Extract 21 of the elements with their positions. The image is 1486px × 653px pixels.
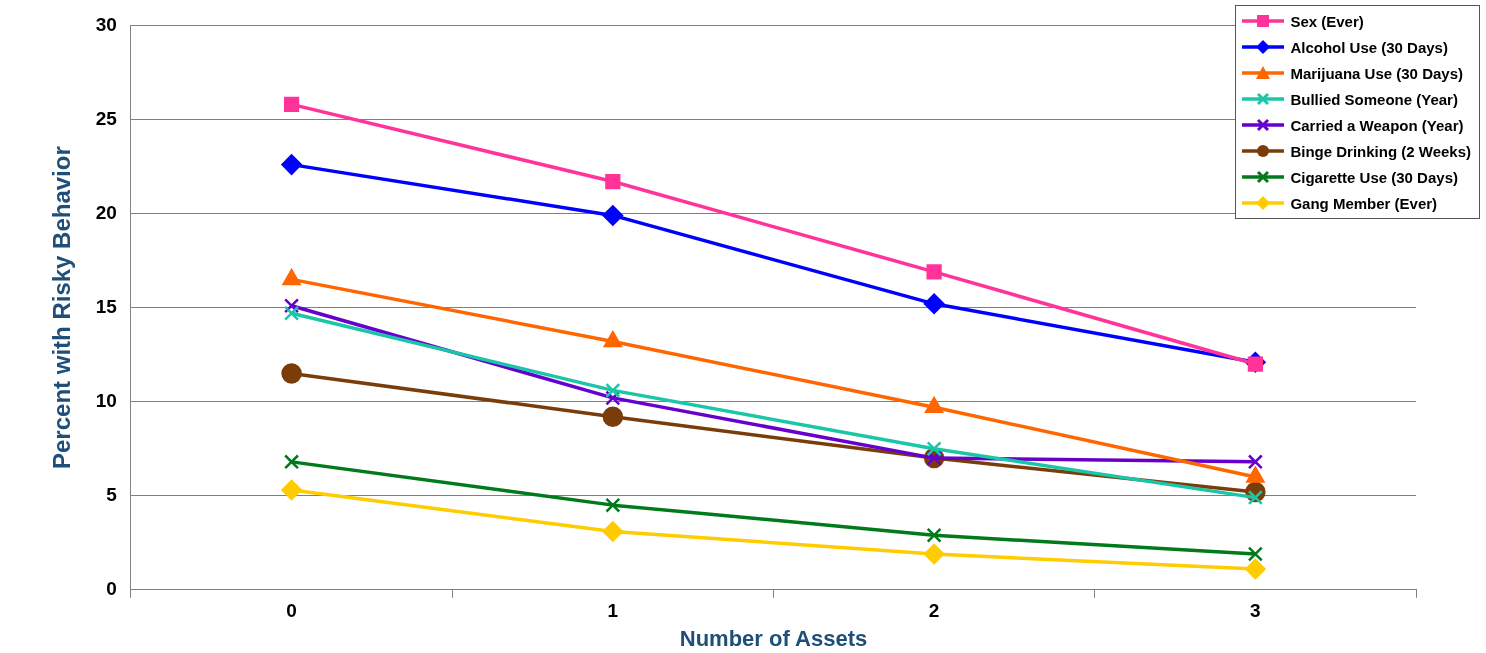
x-tick-label: 3 (1250, 600, 1261, 622)
x-tick-label: 0 (286, 600, 297, 622)
legend-label: Sex (Ever) (1290, 12, 1364, 30)
y-tick-label: 25 (95, 107, 118, 129)
legend-label: Marijuana Use (30 Days) (1290, 64, 1463, 82)
legend-label: Cigarette Use (30 Days) (1290, 168, 1458, 186)
x-tick-label: 1 (607, 600, 619, 622)
y-tick-label: 20 (95, 201, 117, 223)
y-tick-label: 15 (95, 295, 118, 317)
y-tick-label: 30 (95, 13, 117, 35)
legend-label: Gang Member (Ever) (1290, 194, 1438, 212)
x-axis-title: Number of Assets (679, 625, 868, 651)
y-axis-title: Percent with Risky Behavior (48, 146, 76, 469)
legend-label: Alcohol Use (30 Days) (1290, 38, 1448, 56)
y-tick-label: 0 (106, 578, 117, 600)
y-tick-label: 10 (95, 389, 117, 411)
y-tick-label: 5 (106, 483, 118, 505)
legend-label: Bullied Someone (Year) (1290, 90, 1458, 108)
legend-label: Carried a Weapon (Year) (1290, 116, 1464, 134)
x-tick-label: 2 (928, 600, 940, 622)
legend-label: Binge Drinking (2 Weeks) (1290, 142, 1471, 160)
